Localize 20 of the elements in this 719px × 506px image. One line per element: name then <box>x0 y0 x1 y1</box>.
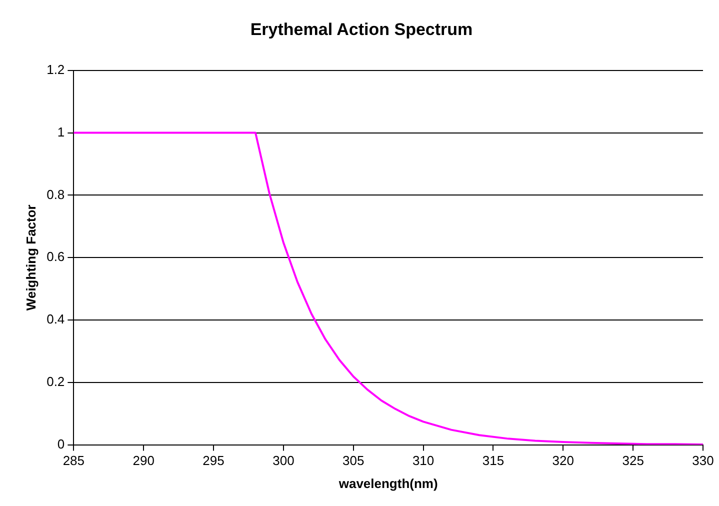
x-tick-label: 315 <box>482 453 504 468</box>
y-tick-label: 0.4 <box>46 312 65 327</box>
x-tick-label: 330 <box>692 453 714 468</box>
y-tick-label: 0.6 <box>46 249 65 264</box>
x-tick-label: 310 <box>412 453 434 468</box>
chart-title: Erythemal Action Spectrum <box>250 20 473 39</box>
x-axis-title: wavelength(nm) <box>338 476 438 491</box>
y-tick-label: 0.2 <box>46 374 65 389</box>
x-tick-label: 295 <box>202 453 224 468</box>
x-tick-label: 285 <box>62 453 85 468</box>
x-tick-label: 320 <box>552 453 574 468</box>
y-tick-label: 0.8 <box>46 186 65 202</box>
x-tick-label: 300 <box>272 453 294 468</box>
y-tick-label: 1 <box>57 124 65 140</box>
y-axis-title: Weighting Factor <box>23 204 38 311</box>
x-tick-label: 325 <box>622 453 644 468</box>
x-tick-label: 305 <box>342 453 364 468</box>
y-tick-label: 1.2 <box>46 62 65 77</box>
x-tick-label: 290 <box>132 453 154 468</box>
y-tick-label: 0 <box>57 436 65 452</box>
